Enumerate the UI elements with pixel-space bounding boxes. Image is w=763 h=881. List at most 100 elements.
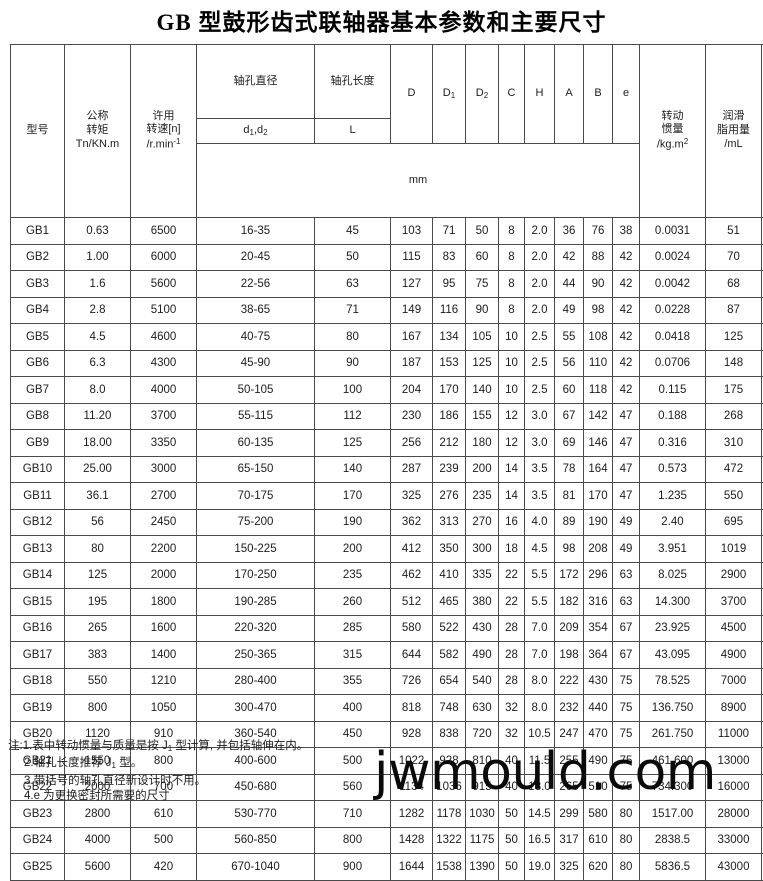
cell-A: 56 <box>555 350 584 377</box>
cell-grease: 8900 <box>706 695 762 722</box>
cell-speed: 5600 <box>131 271 197 298</box>
cell-A: 60 <box>555 377 584 404</box>
header-torque-line3: Tn/KN.m <box>66 138 129 152</box>
cell-A: 36 <box>555 218 584 245</box>
cell-model: GB24 <box>11 827 65 854</box>
cell-torque: 550 <box>65 668 131 695</box>
cell-model: GB6 <box>11 350 65 377</box>
cell-speed: 2450 <box>131 509 197 536</box>
header-C: C <box>499 45 525 144</box>
cell-D2: 270 <box>466 509 499 536</box>
cell-B: 118 <box>584 377 613 404</box>
cell-e: 75 <box>613 668 640 695</box>
cell-C: 8 <box>499 271 525 298</box>
cell-B: 430 <box>584 668 613 695</box>
cell-model: GB13 <box>11 536 65 563</box>
cell-H: 16.5 <box>525 827 555 854</box>
header-inertia-line3: /kg.m2 <box>641 137 704 152</box>
cell-torque: 11.20 <box>65 403 131 430</box>
cell-H: 2.5 <box>525 377 555 404</box>
cell-bore_l: 170 <box>315 483 391 510</box>
cell-D2: 125 <box>466 350 499 377</box>
cell-torque: 18.00 <box>65 430 131 457</box>
cell-e: 42 <box>613 297 640 324</box>
cell-torque: 2.8 <box>65 297 131 324</box>
cell-C: 14 <box>499 456 525 483</box>
cell-bore_d: 250-365 <box>197 642 315 669</box>
cell-torque: 36.1 <box>65 483 131 510</box>
cell-bore_d: 65-150 <box>197 456 315 483</box>
cell-D1: 410 <box>433 562 466 589</box>
cell-A: 44 <box>555 271 584 298</box>
cell-A: 172 <box>555 562 584 589</box>
cell-model: GB18 <box>11 668 65 695</box>
cell-e: 80 <box>613 854 640 881</box>
header-bore-diameter-symbol: d1,d2 <box>197 119 315 144</box>
cell-speed: 4300 <box>131 350 197 377</box>
cell-H: 2.5 <box>525 324 555 351</box>
cell-D2: 90 <box>466 297 499 324</box>
cell-grease: 2900 <box>706 562 762 589</box>
cell-D: 115 <box>391 244 433 271</box>
cell-grease: 3700 <box>706 589 762 616</box>
table-header: 型号 公称 转矩 Tn/KN.m 许用 转速[n] /r.min-1 轴孔直径 … <box>11 45 763 218</box>
cell-B: 98 <box>584 297 613 324</box>
cell-grease: 472 <box>706 456 762 483</box>
cell-D2: 540 <box>466 668 499 695</box>
cell-bore_l: 100 <box>315 377 391 404</box>
cell-H: 2.0 <box>525 244 555 271</box>
cell-B: 88 <box>584 244 613 271</box>
cell-D: 204 <box>391 377 433 404</box>
cell-A: 81 <box>555 483 584 510</box>
header-inertia-line1: 转动 <box>641 110 704 124</box>
cell-grease: 28000 <box>706 801 762 828</box>
cell-speed: 5100 <box>131 297 197 324</box>
header-grease-volume: 润滑 脂用量 /mL <box>706 45 762 218</box>
cell-speed: 6500 <box>131 218 197 245</box>
cell-speed: 1800 <box>131 589 197 616</box>
cell-D: 1282 <box>391 801 433 828</box>
cell-D: 462 <box>391 562 433 589</box>
cell-inertia: 5836.5 <box>640 854 706 881</box>
cell-C: 14 <box>499 483 525 510</box>
cell-bore_d: 22-56 <box>197 271 315 298</box>
cell-C: 12 <box>499 403 525 430</box>
footnote-4: 4.e 为更换密封所需要的尺寸 <box>8 789 308 805</box>
cell-e: 42 <box>613 324 640 351</box>
cell-model: GB16 <box>11 615 65 642</box>
cell-torque: 195 <box>65 589 131 616</box>
footnote-2: 2.轴孔长度推荐 J1 型。 <box>8 756 308 773</box>
cell-C: 10 <box>499 377 525 404</box>
cell-bore_l: 125 <box>315 430 391 457</box>
cell-D: 287 <box>391 456 433 483</box>
cell-model: GB14 <box>11 562 65 589</box>
cell-D2: 155 <box>466 403 499 430</box>
cell-model: GB11 <box>11 483 65 510</box>
cell-D: 580 <box>391 615 433 642</box>
cell-A: 299 <box>555 801 584 828</box>
cell-bore_d: 75-200 <box>197 509 315 536</box>
cell-e: 49 <box>613 536 640 563</box>
header-moment-of-inertia: 转动 惯量 /kg.m2 <box>640 45 706 218</box>
cell-B: 620 <box>584 854 613 881</box>
cell-bore_d: 50-105 <box>197 377 315 404</box>
cell-inertia: 2.40 <box>640 509 706 536</box>
cell-C: 18 <box>499 536 525 563</box>
cell-D2: 430 <box>466 615 499 642</box>
cell-torque: 383 <box>65 642 131 669</box>
cell-D2: 75 <box>466 271 499 298</box>
cell-inertia: 0.0706 <box>640 350 706 377</box>
cell-D2: 105 <box>466 324 499 351</box>
cell-bore_l: 800 <box>315 827 391 854</box>
cell-bore_l: 71 <box>315 297 391 324</box>
header-A: A <box>555 45 584 144</box>
cell-B: 76 <box>584 218 613 245</box>
cell-D: 325 <box>391 483 433 510</box>
cell-D2: 60 <box>466 244 499 271</box>
cell-bore_d: 220-320 <box>197 615 315 642</box>
